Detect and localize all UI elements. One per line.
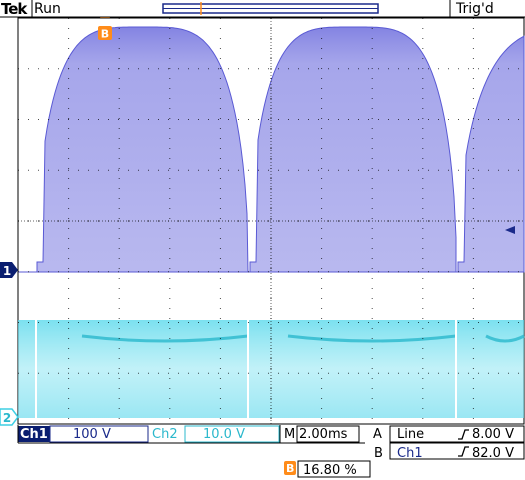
- cursor-readout-value: 16.80 %: [303, 463, 357, 478]
- acquisition-state[interactable]: Run: [34, 1, 61, 17]
- svg-text:B: B: [101, 28, 109, 41]
- ch2-trace-segment: [485, 334, 525, 343]
- trigger-status: Trig'd: [456, 1, 494, 17]
- trigger-a-label: A: [373, 427, 382, 442]
- ch1-label[interactable]: Ch1: [20, 427, 48, 442]
- cursor-b-marker[interactable]: B: [98, 26, 112, 41]
- ch1-badge: [18, 426, 50, 442]
- trigger-a-source[interactable]: Line: [397, 427, 425, 442]
- timebase-label: M: [284, 427, 296, 442]
- ch2-label[interactable]: Ch2: [152, 427, 178, 442]
- ch2-scale[interactable]: 10.0 V: [203, 427, 245, 442]
- record-overview[interactable]: [162, 2, 379, 15]
- trigger-b-level[interactable]: 82.0 V: [472, 446, 514, 461]
- rising-slope-icon: [458, 446, 469, 457]
- grid-lines: [18, 18, 524, 424]
- ch1-scale[interactable]: 100 V: [73, 427, 111, 442]
- svg-text:2: 2: [3, 411, 11, 425]
- settings-panel: [17, 425, 525, 478]
- svg-text:1: 1: [3, 264, 11, 278]
- trigger-b-source[interactable]: Ch1: [397, 446, 423, 461]
- readout-cursor-label: B: [286, 462, 295, 475]
- ch1-waveform: [18, 26, 525, 273]
- trigger-a-level[interactable]: 8.00 V: [472, 427, 514, 442]
- brand-logo: Tek: [1, 0, 27, 18]
- rising-slope-icon: [458, 429, 469, 440]
- ch1-ground-marker[interactable]: 1: [0, 262, 18, 278]
- ch2-trace-segment: [287, 334, 457, 343]
- ch2-waveform-lines: [35, 320, 525, 418]
- readout-cursor-badge: [284, 461, 296, 475]
- ch2-trace-segment: [81, 334, 249, 343]
- trigger-level-arrow[interactable]: [505, 226, 515, 234]
- ch2-ground-marker[interactable]: 2: [0, 408, 19, 426]
- trigger-b-label: B: [374, 446, 383, 461]
- timebase-value[interactable]: 2.00ms: [299, 427, 348, 442]
